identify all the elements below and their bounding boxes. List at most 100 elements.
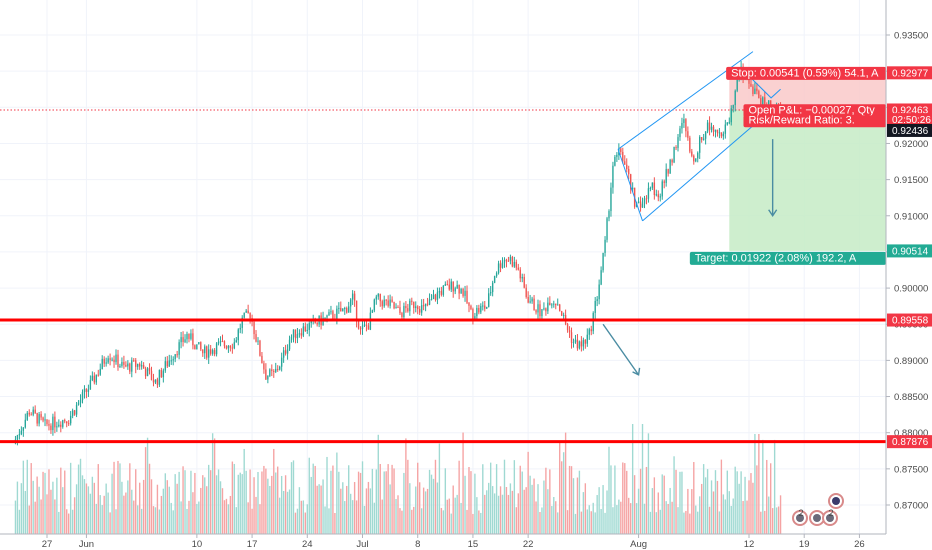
stop-label[interactable]: Stop: 0.00541 (0.59%) 54.1, A xyxy=(726,66,886,80)
channel-edge[interactable] xyxy=(617,149,643,221)
volume-bar xyxy=(442,510,445,534)
target-zone[interactable] xyxy=(729,109,886,251)
candle-body xyxy=(710,126,713,130)
volume-bar xyxy=(312,463,314,534)
candle-body xyxy=(562,314,565,316)
volume-bar xyxy=(511,490,514,534)
volume-bar xyxy=(14,500,17,534)
candle-body xyxy=(379,293,381,302)
volume-bar xyxy=(559,441,561,534)
target-label[interactable]: Target: 0.01922 (2.08%) 192.2, A xyxy=(689,251,886,265)
candle-body xyxy=(411,300,413,302)
price-label[interactable]: 0.92977 xyxy=(887,66,932,80)
volume-bar xyxy=(162,488,165,534)
position-labels[interactable]: Stop: 0.00541 (0.59%) 54.1, A Open P&L: −… xyxy=(689,66,886,265)
candle-body xyxy=(712,126,715,132)
candle-body xyxy=(168,360,170,367)
candle-body xyxy=(241,317,243,328)
volume-bar xyxy=(716,480,719,534)
volume-bar xyxy=(661,474,663,534)
price-label[interactable]: 02:50:26 xyxy=(887,113,932,127)
volume-bar xyxy=(422,487,425,534)
candle-body xyxy=(324,317,326,319)
horizontal-levels[interactable] xyxy=(0,318,886,444)
volume-bar xyxy=(164,473,167,534)
volume-bar xyxy=(389,484,391,534)
candle-body xyxy=(219,341,222,343)
event-marker-icon[interactable]: 2 xyxy=(822,508,838,526)
candle-body xyxy=(399,307,401,314)
volume-bar xyxy=(685,510,687,534)
candle-body xyxy=(495,273,498,277)
target-label-text: Target: 0.01922 (2.08%) 192.2, A xyxy=(695,252,857,264)
candle-body xyxy=(736,77,738,91)
volume-bar xyxy=(472,513,474,534)
volume-bar xyxy=(379,463,381,534)
volume-bar xyxy=(334,512,336,534)
rr-label[interactable]: Risk/Reward Ratio: 3. xyxy=(743,115,886,128)
candle-body xyxy=(468,302,470,306)
volume-bar xyxy=(292,460,295,534)
volume-bar xyxy=(572,478,575,534)
candle-body xyxy=(265,369,267,380)
channel-lower-line[interactable] xyxy=(642,119,760,222)
candle-body xyxy=(202,349,204,354)
candle-body xyxy=(681,122,683,129)
candle-body xyxy=(178,342,180,355)
volume-bar xyxy=(687,488,689,534)
volume-bar xyxy=(486,490,488,534)
volume-bar xyxy=(450,513,452,534)
volume-bar xyxy=(282,490,285,534)
price-label[interactable]: 0.90514 xyxy=(887,244,932,258)
price-label-bg xyxy=(887,113,932,127)
event-marker-icon[interactable]: 2 xyxy=(792,508,808,526)
event-marker-icon[interactable] xyxy=(809,510,825,526)
volume-bar xyxy=(519,465,521,534)
volume-bar xyxy=(22,460,25,534)
candle-body xyxy=(288,339,291,350)
time-tick-label: 10 xyxy=(192,539,203,550)
volume-bar xyxy=(580,511,583,534)
volume-bar xyxy=(129,463,131,534)
volume-bar xyxy=(478,510,480,534)
candle-body xyxy=(304,326,307,332)
volume-bar xyxy=(533,478,535,534)
price-tick-label: 0.93500 xyxy=(894,31,928,42)
volume-bar xyxy=(570,466,573,534)
volume-bar xyxy=(608,446,610,534)
candle-body xyxy=(208,349,210,358)
volume-bar xyxy=(255,496,257,534)
candle-body xyxy=(706,122,709,132)
volume-bar xyxy=(470,471,472,534)
volume-bar xyxy=(85,483,88,534)
candle-body xyxy=(375,296,377,300)
volume-bar xyxy=(663,475,665,534)
volume-bar xyxy=(448,498,450,534)
event-marker-icon[interactable] xyxy=(828,493,844,509)
price-label[interactable]: 0.92436 xyxy=(887,123,932,137)
candle-body xyxy=(56,426,58,428)
candle-body xyxy=(673,147,675,163)
volume-bar xyxy=(430,474,433,534)
candle-body xyxy=(639,201,642,208)
candle-body xyxy=(344,308,346,310)
event-marker-dot xyxy=(832,497,840,505)
time-tick-label: Aug xyxy=(630,539,647,550)
candle-body xyxy=(501,262,504,268)
price-label[interactable]: 0.87876 xyxy=(887,435,932,449)
time-tick-label: 24 xyxy=(302,539,313,550)
time-axis[interactable]: 27 Jun 10 17 24 Jul 8 15 22 Aug 12 19 26 xyxy=(0,533,932,550)
candle-body xyxy=(160,369,163,378)
down-arrow-left[interactable] xyxy=(602,323,640,376)
candle-body xyxy=(531,298,533,302)
volume-bar xyxy=(438,443,441,534)
volume-bar xyxy=(239,472,241,534)
candle-body xyxy=(83,388,86,393)
price-label[interactable]: 0.89558 xyxy=(887,313,932,327)
pnl-label[interactable]: Open P&L: −0.00027, Qty xyxy=(743,104,886,118)
candle-body xyxy=(407,308,409,312)
price-axis[interactable]: 0.935000.930000.925000.920000.915000.910… xyxy=(885,0,932,550)
volume-bar xyxy=(401,510,403,534)
